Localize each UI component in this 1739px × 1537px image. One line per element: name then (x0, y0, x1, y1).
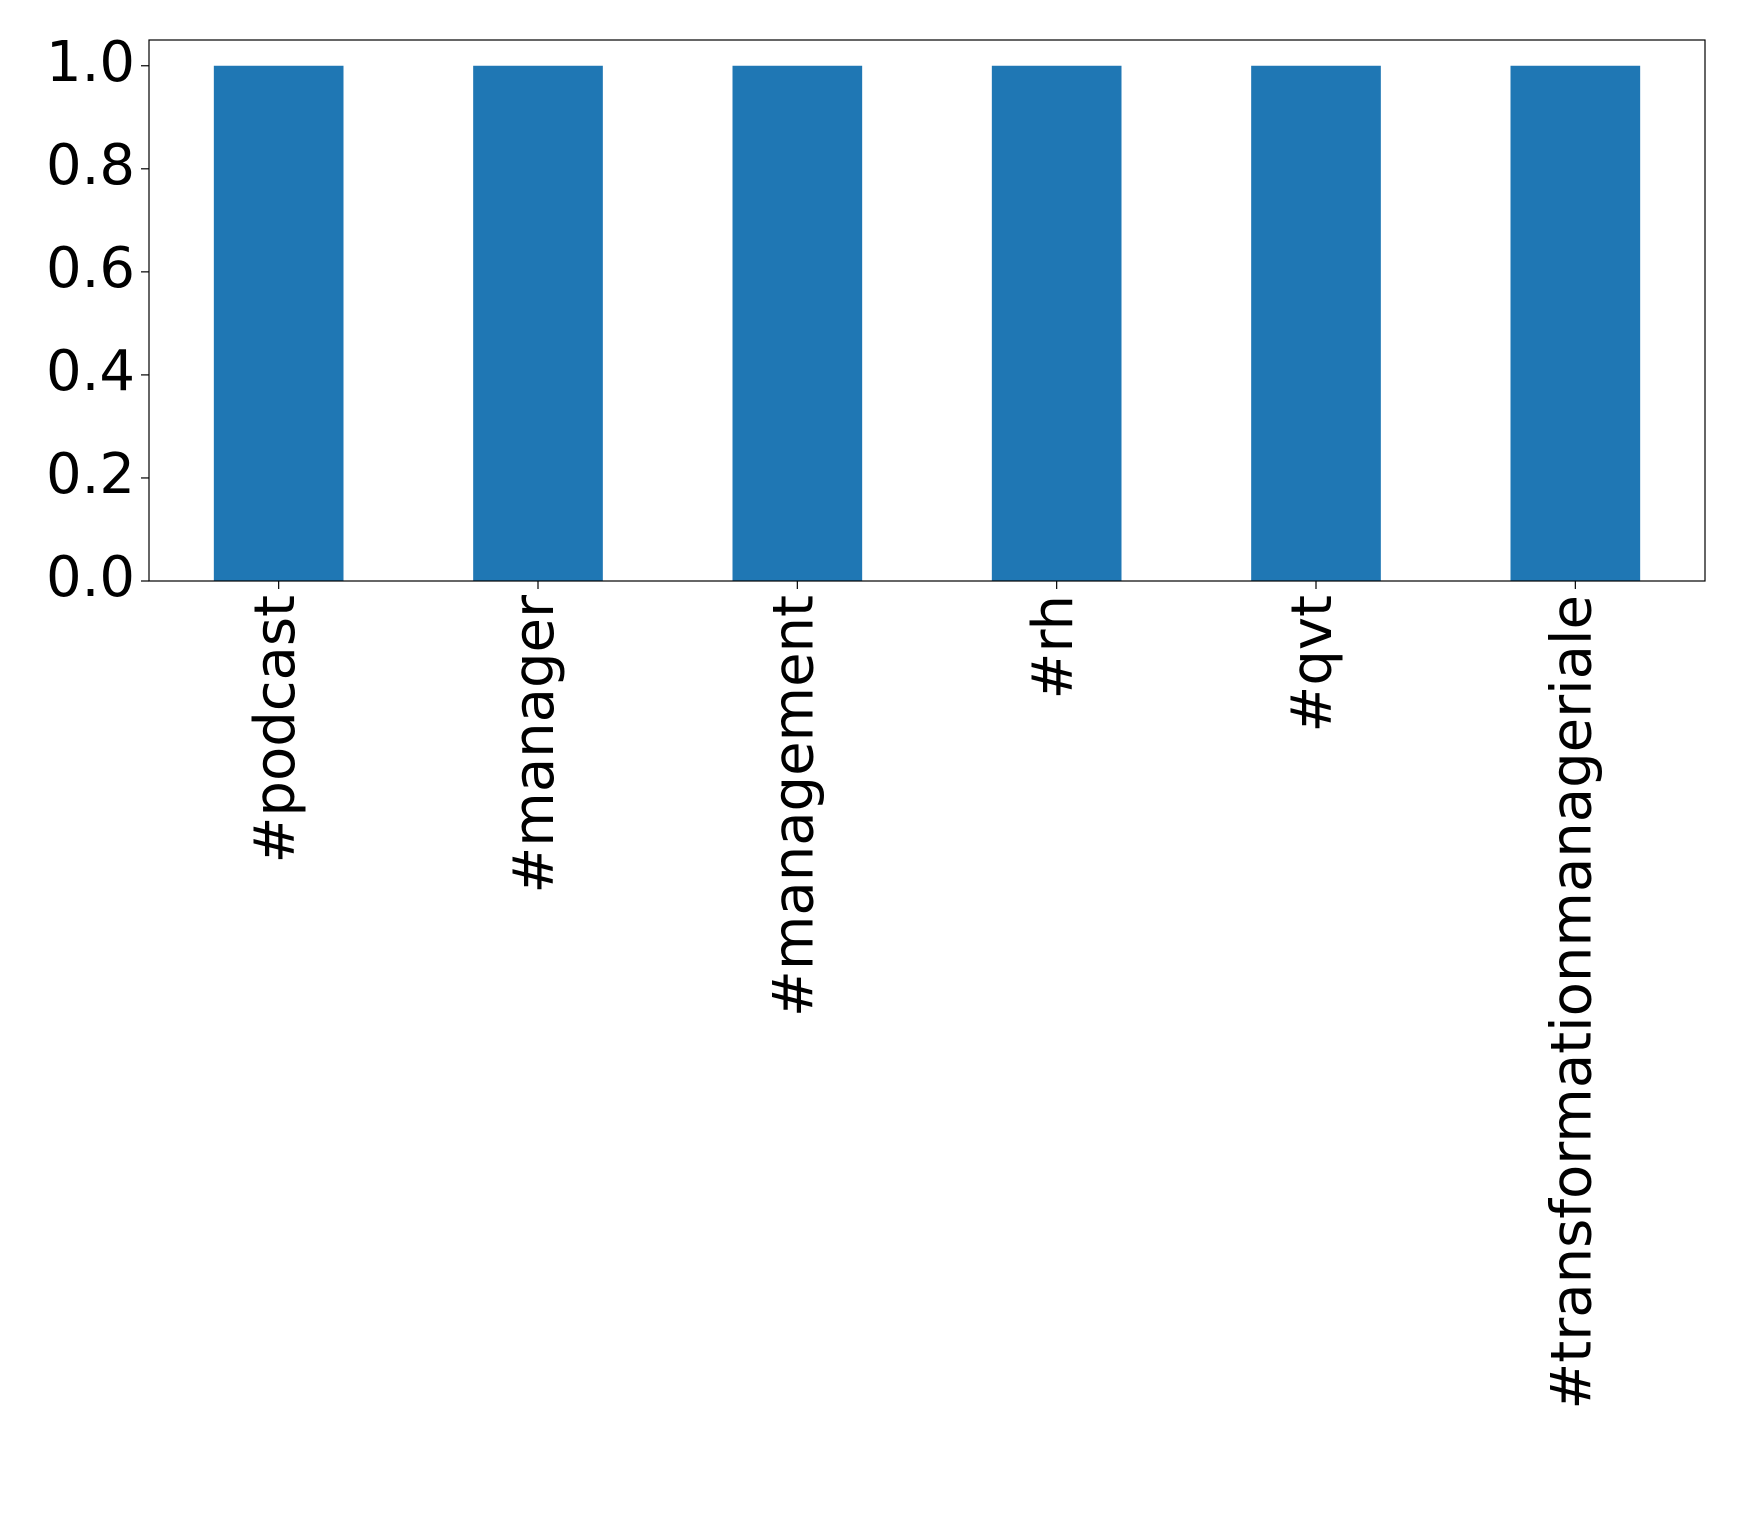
bar (473, 65, 603, 581)
y-tick-label: 0.2 (46, 442, 135, 507)
x-tick-label: #management (761, 595, 826, 1017)
x-tick-label: #transformationmanageriale (1539, 595, 1604, 1410)
y-tick-label: 0.4 (46, 339, 135, 404)
x-tick-label: #podcast (243, 595, 308, 864)
x-tick-label: #manager (502, 594, 567, 894)
plot-frame (148, 39, 1706, 582)
bar (732, 65, 863, 581)
y-tick-label: 0.8 (46, 133, 135, 198)
x-tick-label: #rh (1021, 595, 1086, 699)
y-tick-label: 0.0 (46, 545, 135, 610)
y-tick-label: 1.0 (46, 30, 135, 95)
bar (213, 65, 344, 581)
bar (1251, 65, 1381, 581)
y-tick-label: 0.6 (46, 236, 135, 301)
bar (1510, 65, 1641, 581)
x-tick-label: #qvt (1280, 595, 1345, 733)
bar (991, 65, 1122, 581)
